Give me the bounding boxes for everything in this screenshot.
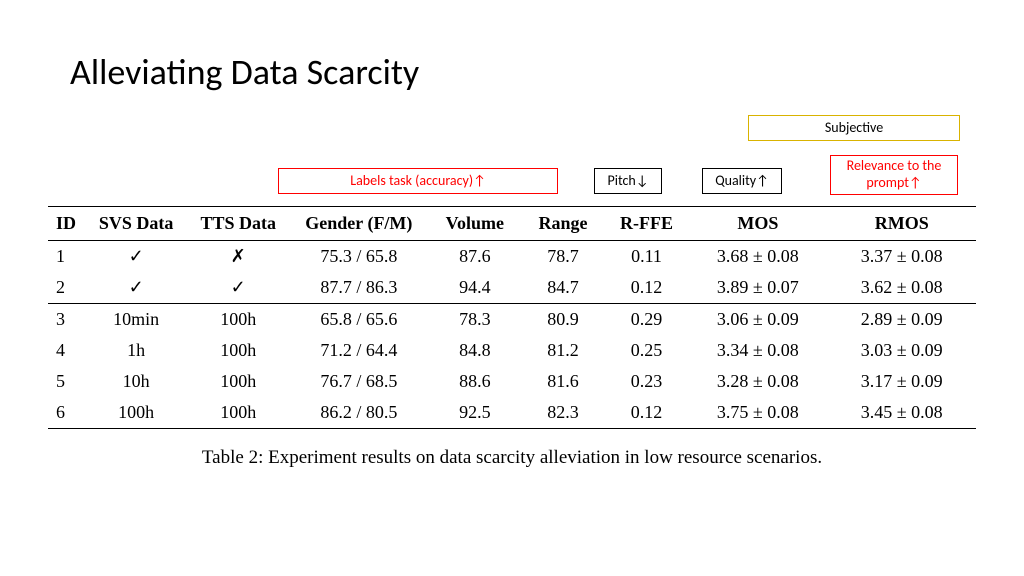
cell-tts: 100h [187,397,289,429]
cell-volume: 87.6 [428,241,521,273]
col-header-rmos: RMOS [827,207,976,241]
cell-tts: 100h [187,366,289,397]
cell-id: 4 [48,335,85,366]
cell-id: 1 [48,241,85,273]
table-header-row: ID SVS Data TTS Data Gender (F/M) Volume… [48,207,976,241]
col-header-volume: Volume [428,207,521,241]
cell-rmos: 3.03 ± 0.09 [827,335,976,366]
cell-range: 82.3 [521,397,605,429]
cell-volume: 92.5 [428,397,521,429]
col-header-mos: MOS [688,207,827,241]
table-caption: Table 2: Experiment results on data scar… [48,447,976,469]
table-row: 4 1h 100h 71.2 / 64.4 84.8 81.2 0.25 3.3… [48,335,976,366]
cell-mos: 3.89 ± 0.07 [688,272,827,304]
cell-svs: 100h [85,397,187,429]
annotation-subjective: Subjective [748,115,960,141]
results-table-container: ID SVS Data TTS Data Gender (F/M) Volume… [48,206,976,469]
cell-tts: ✗ [187,241,289,273]
table-row: 3 10min 100h 65.8 / 65.6 78.3 80.9 0.29 … [48,304,976,336]
cell-rmos: 3.17 ± 0.09 [827,366,976,397]
cell-gender: 86.2 / 80.5 [289,397,428,429]
cell-gender: 76.7 / 68.5 [289,366,428,397]
cell-rffe: 0.12 [605,272,689,304]
cell-tts: ✓ [187,272,289,304]
cell-mos: 3.06 ± 0.09 [688,304,827,336]
cell-svs: 1h [85,335,187,366]
annotation-quality: Quality↑ [702,168,782,194]
cell-svs: ✓ [85,272,187,304]
col-header-id: ID [48,207,85,241]
cell-id: 3 [48,304,85,336]
col-header-range: Range [521,207,605,241]
cell-tts: 100h [187,335,289,366]
cell-rffe: 0.25 [605,335,689,366]
cell-volume: 88.6 [428,366,521,397]
cell-gender: 75.3 / 65.8 [289,241,428,273]
cell-rmos: 3.37 ± 0.08 [827,241,976,273]
cell-gender: 87.7 / 86.3 [289,272,428,304]
cell-mos: 3.34 ± 0.08 [688,335,827,366]
cell-gender: 71.2 / 64.4 [289,335,428,366]
annotation-relevance: Relevance to the prompt↑ [830,155,958,195]
cell-rmos: 3.62 ± 0.08 [827,272,976,304]
cell-id: 5 [48,366,85,397]
col-header-svs: SVS Data [85,207,187,241]
cell-gender: 65.8 / 65.6 [289,304,428,336]
cell-svs: 10h [85,366,187,397]
page-title: Alleviating Data Scarcity [70,50,419,94]
table-row: 1 ✓ ✗ 75.3 / 65.8 87.6 78.7 0.11 3.68 ± … [48,241,976,273]
cell-rmos: 3.45 ± 0.08 [827,397,976,429]
cell-volume: 84.8 [428,335,521,366]
cell-range: 84.7 [521,272,605,304]
cell-range: 80.9 [521,304,605,336]
cell-mos: 3.75 ± 0.08 [688,397,827,429]
cell-rffe: 0.11 [605,241,689,273]
cell-range: 78.7 [521,241,605,273]
annotation-pitch: Pitch↓ [594,168,662,194]
cell-range: 81.2 [521,335,605,366]
table-row: 5 10h 100h 76.7 / 68.5 88.6 81.6 0.23 3.… [48,366,976,397]
results-table: ID SVS Data TTS Data Gender (F/M) Volume… [48,206,976,429]
col-header-gender: Gender (F/M) [289,207,428,241]
col-header-rffe: R-FFE [605,207,689,241]
cell-rmos: 2.89 ± 0.09 [827,304,976,336]
table-row: 6 100h 100h 86.2 / 80.5 92.5 82.3 0.12 3… [48,397,976,429]
cell-id: 2 [48,272,85,304]
cell-range: 81.6 [521,366,605,397]
cell-volume: 94.4 [428,272,521,304]
annotation-labels-task: Labels task (accuracy)↑ [278,168,558,194]
col-header-tts: TTS Data [187,207,289,241]
cell-mos: 3.28 ± 0.08 [688,366,827,397]
cell-rffe: 0.29 [605,304,689,336]
cell-svs: 10min [85,304,187,336]
cell-id: 6 [48,397,85,429]
table-row: 2 ✓ ✓ 87.7 / 86.3 94.4 84.7 0.12 3.89 ± … [48,272,976,304]
cell-rffe: 0.23 [605,366,689,397]
cell-mos: 3.68 ± 0.08 [688,241,827,273]
cell-svs: ✓ [85,241,187,273]
cell-volume: 78.3 [428,304,521,336]
cell-rffe: 0.12 [605,397,689,429]
cell-tts: 100h [187,304,289,336]
